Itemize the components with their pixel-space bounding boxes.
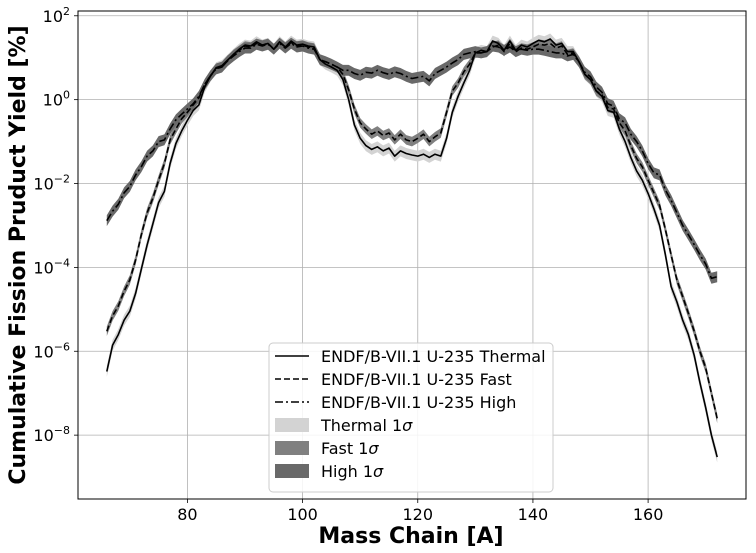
legend-label: Thermal 1σ: [320, 416, 413, 435]
line-high: [106, 42, 718, 280]
y-axis-label: Cumulative Fission Pruduct Yield [%]: [6, 25, 31, 484]
legend-swatch: [275, 441, 309, 455]
legend-label: ENDF/B-VII.1 U-235 Thermal: [321, 347, 546, 366]
legend-label: ENDF/B-VII.1 U-235 Fast: [321, 370, 512, 389]
legend-label: ENDF/B-VII.1 U-235 High: [321, 393, 516, 412]
x-axis-ticks: 80 100 120 140 160: [177, 499, 663, 524]
x-tick-label: 80: [177, 505, 197, 524]
legend-label: Fast 1σ: [321, 439, 379, 458]
plot-frame: [77, 10, 747, 500]
legend-label: High 1σ: [321, 462, 384, 481]
x-axis-label: Mass Chain [A]: [318, 524, 503, 549]
series-lines: [106, 38, 718, 458]
x-tick-label: 120: [402, 505, 433, 524]
legend: ENDF/B-VII.1 U-235 Thermal ENDF/B-VII.1 U…: [268, 342, 554, 493]
x-tick-label: 140: [518, 505, 549, 524]
legend-box: [268, 342, 554, 493]
grid: [78, 11, 746, 499]
x-tick-label: 100: [287, 505, 318, 524]
x-tick-label: 160: [633, 505, 664, 524]
legend-swatch: [275, 464, 309, 478]
legend-swatch: [275, 418, 309, 432]
